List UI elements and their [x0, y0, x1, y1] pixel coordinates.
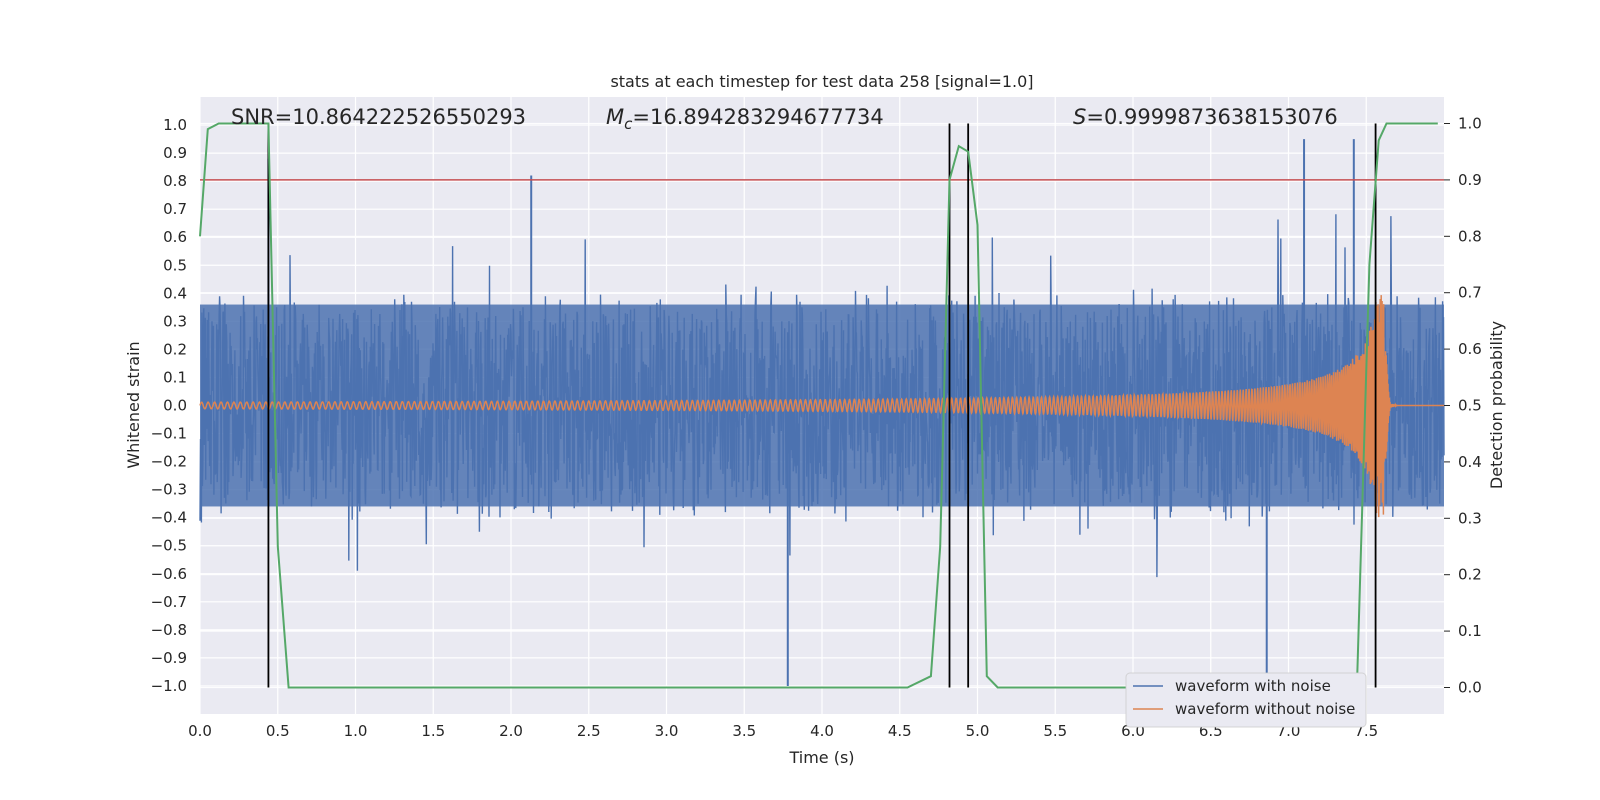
- x-tick-label: 5.5: [1043, 722, 1067, 740]
- chirp-mass-symbol: M: [606, 105, 624, 129]
- series-waveform-without-noise: [199, 295, 1444, 518]
- y-tick-label: −0.2: [151, 453, 187, 471]
- y-tick-label: 0.3: [163, 312, 187, 330]
- x-tick-label: 1.5: [421, 722, 445, 740]
- y2-tick-label: 0.1: [1458, 622, 1482, 640]
- y-tick-label: 0.2: [163, 340, 187, 358]
- y2-tick-label: 0.5: [1458, 397, 1482, 415]
- y-tick-label: −1.0: [151, 677, 187, 695]
- y-tick-label: −0.7: [151, 593, 187, 611]
- probability-trace: [199, 122, 1438, 689]
- x-tick-label: 3.5: [732, 722, 756, 740]
- legend-label-noise: waveform with noise: [1175, 677, 1331, 695]
- y-tick-label: 0.7: [163, 200, 187, 218]
- x-tick-label: 3.0: [655, 722, 679, 740]
- chirp-mass-annotation: Mc=16.894283294677734: [606, 105, 884, 133]
- x-tick-label: 1.0: [344, 722, 368, 740]
- series-detection-probability: [199, 122, 1438, 689]
- y-axis-label: Whitened strain: [124, 341, 143, 468]
- y-tick-label: −0.9: [151, 649, 187, 667]
- legend: waveform with noise waveform without noi…: [1125, 672, 1367, 728]
- chirp-mass-subscript: c: [624, 115, 633, 133]
- y2-tick-label: 1.0: [1458, 115, 1482, 133]
- y-tick-label: 0.1: [163, 368, 187, 386]
- clean-trace: [199, 295, 1444, 518]
- y-tick-label: 0.0: [163, 397, 187, 415]
- y2-tick-label: 0.4: [1458, 453, 1482, 471]
- x-tick-label: 2.0: [499, 722, 523, 740]
- x-tick-label: 4.0: [810, 722, 834, 740]
- x-tick-label: 0.5: [266, 722, 290, 740]
- y2-tick-label: 0.2: [1458, 566, 1482, 584]
- y-tick-label: −0.3: [151, 481, 187, 499]
- y2-axis-label: Detection probability: [1487, 321, 1506, 489]
- y-tick-label: −0.4: [151, 509, 187, 527]
- x-tick-label: 4.5: [888, 722, 912, 740]
- legend-label-clean: waveform without noise: [1175, 700, 1355, 718]
- y-tick-label: 0.8: [163, 172, 187, 190]
- snr-annotation: SNR=10.864222526550293: [231, 105, 526, 129]
- x-tick-label: 2.5: [577, 722, 601, 740]
- chart-title: stats at each timestep for test data 258…: [610, 72, 1033, 91]
- y2-tick-label: 0.7: [1458, 284, 1482, 302]
- x-axis-label: Time (s): [788, 748, 854, 767]
- chirp-mass-value: =16.894283294677734: [632, 105, 883, 129]
- y-tick-label: 1.0: [163, 116, 187, 134]
- score-annotation: S=0.9999873638153076: [1073, 105, 1338, 129]
- score-symbol: S: [1073, 105, 1086, 129]
- y-tick-label: 0.5: [163, 256, 187, 274]
- y2-tick-label: 0.6: [1458, 340, 1482, 358]
- y-tick-label: 0.4: [163, 284, 187, 302]
- y2-tick-label: 0.3: [1458, 509, 1482, 527]
- x-tick-label: 0.0: [188, 722, 212, 740]
- y-tick-label: −0.8: [151, 621, 187, 639]
- y-tick-label: −0.6: [151, 565, 187, 583]
- y2-tick-label: 0.9: [1458, 171, 1482, 189]
- legend-box: [1125, 672, 1367, 728]
- y-axis-right: 1.0 0.9 0.8 0.7 0.6 0.5 0.4 0.3 0.2 0.1 0.0: [1444, 115, 1482, 696]
- x-tick-label: 5.0: [966, 722, 990, 740]
- y-tick-label: −0.1: [151, 425, 187, 443]
- y2-tick-label: 0.0: [1458, 678, 1482, 696]
- score-value: =0.9999873638153076: [1086, 105, 1337, 129]
- y-tick-label: −0.5: [151, 537, 187, 555]
- y-tick-label: 0.6: [163, 228, 187, 246]
- y-axis-left: 1.0 0.9 0.8 0.7 0.6 0.5 0.4 0.3 0.2 0.1 0.0 −0.1 −0.…: [151, 116, 187, 695]
- y-tick-label: 0.9: [163, 144, 187, 162]
- y2-tick-label: 0.8: [1458, 227, 1482, 245]
